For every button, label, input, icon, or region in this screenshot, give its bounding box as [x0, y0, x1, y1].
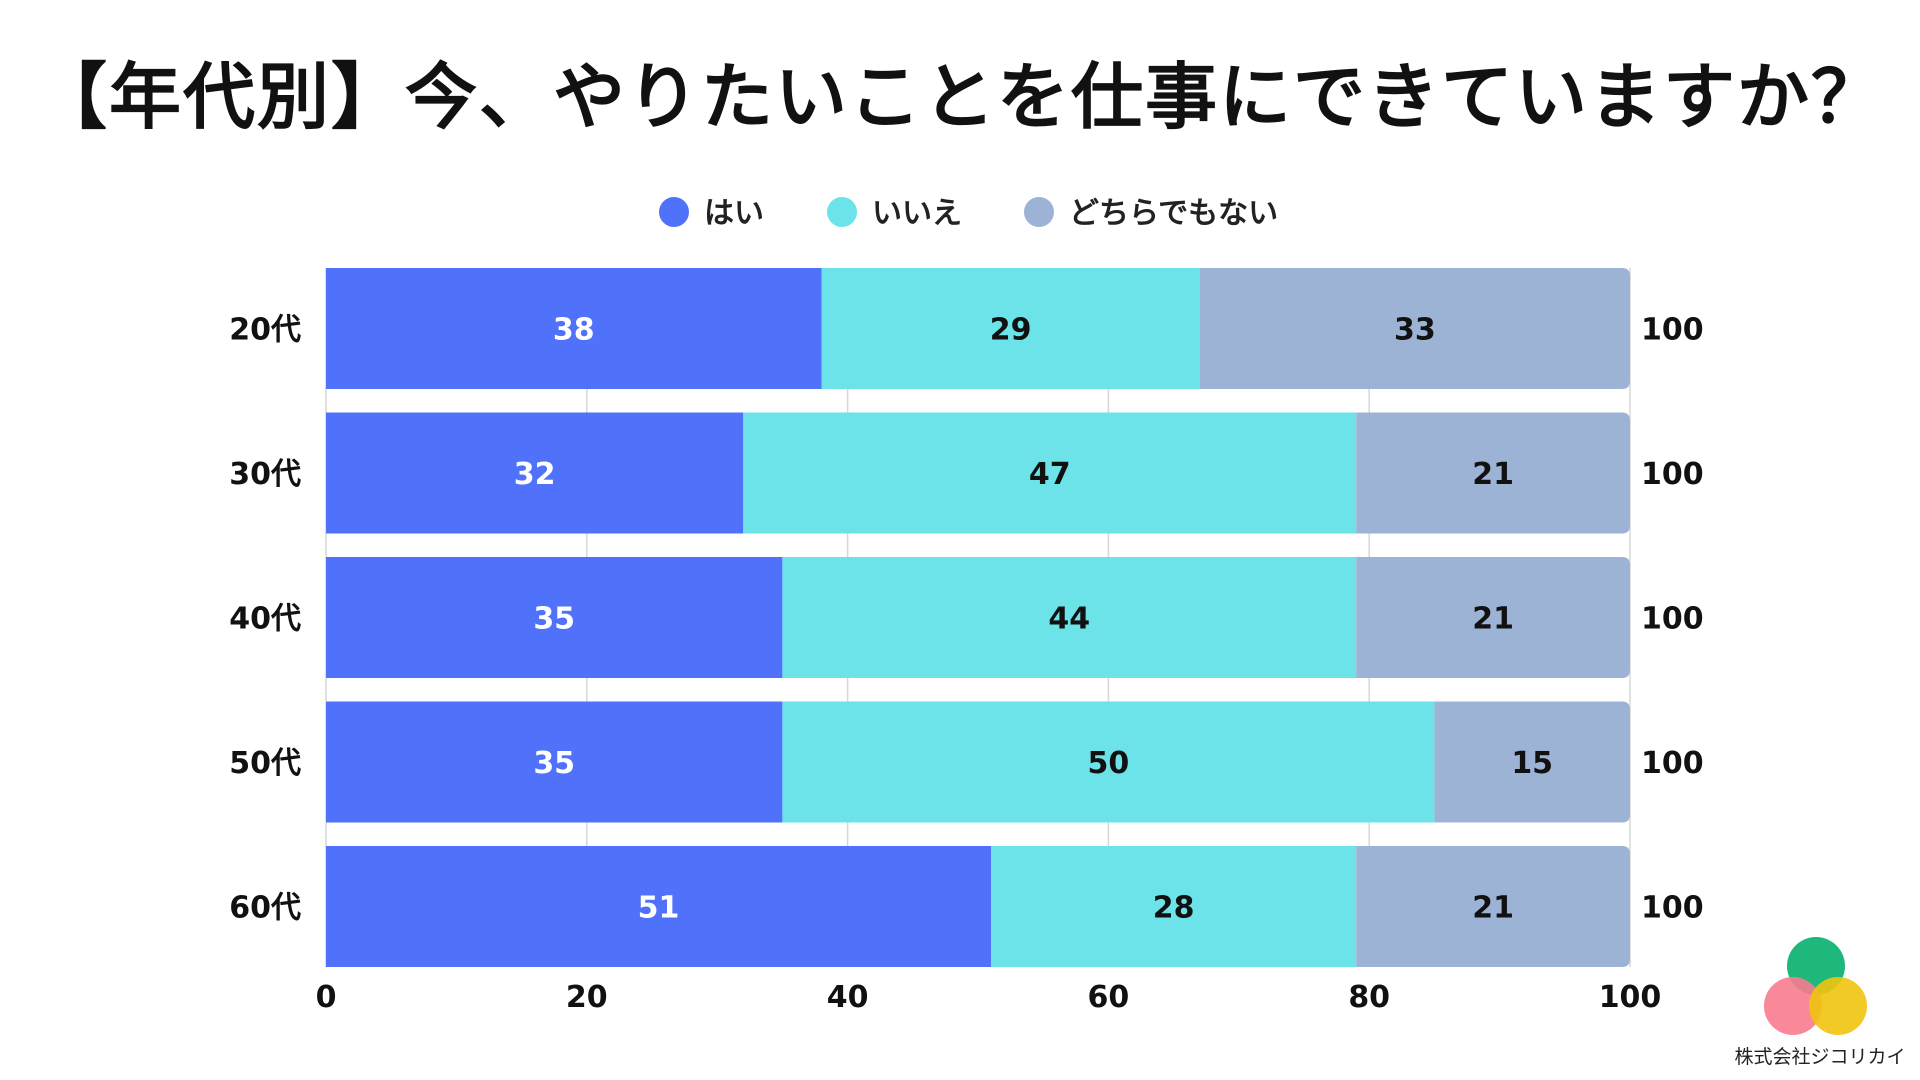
- legend-label: はい: [704, 196, 764, 231]
- bar-row: 38 29 33: [326, 268, 1630, 389]
- bars: 38 29 33 32 47 21 35 44 21 35 50 15 51 28 21: [326, 268, 1630, 967]
- bar-row: 51 28 21: [326, 846, 1630, 967]
- bar-value-label: 38: [553, 313, 595, 348]
- total-label: 100: [1641, 891, 1704, 926]
- legend-label: いいえ: [872, 196, 962, 231]
- x-axis: 0 20 40 60 80 100: [316, 980, 1662, 1015]
- bar-segment: [1434, 701, 1630, 823]
- category-labels: 20代 100 30代 100 40代 100 50代 100 60代 100: [229, 313, 1703, 926]
- total-label: 100: [1641, 746, 1704, 781]
- bar-segment: [326, 557, 783, 678]
- chart-title: 【年代別】今、やりたいことを仕事にできていますか？: [34, 55, 1885, 139]
- category-label: 20代: [229, 313, 301, 348]
- bar-value-label: 33: [1394, 313, 1436, 348]
- bar-value-label: 29: [990, 313, 1032, 348]
- legend-swatch: [1024, 197, 1054, 227]
- legend-swatch: [827, 197, 857, 227]
- x-tick-label: 0: [316, 980, 337, 1015]
- x-tick-label: 100: [1599, 980, 1662, 1015]
- legend: はい いいえ どちらでもない: [659, 196, 1278, 231]
- x-tick-label: 80: [1348, 980, 1390, 1015]
- logo-circle-left: [1764, 977, 1822, 1035]
- bar-value-label: 35: [533, 746, 575, 781]
- legend-item: はい: [659, 196, 764, 231]
- bar-segment: [1199, 268, 1630, 389]
- bar-value-label: 15: [1511, 746, 1553, 781]
- category-label: 40代: [229, 602, 301, 637]
- bar-row: 32 47 21: [326, 412, 1630, 534]
- bar-value-label: 21: [1472, 602, 1514, 637]
- bar-segment: [326, 268, 822, 389]
- bar-value-label: 21: [1472, 891, 1514, 926]
- bar-value-label: 35: [533, 602, 575, 637]
- legend-item: どちらでもない: [1024, 196, 1278, 231]
- total-label: 100: [1641, 313, 1704, 348]
- category-label: 50代: [229, 746, 301, 781]
- company-logo-icon: [1764, 937, 1867, 1035]
- bar-segment: [1356, 412, 1630, 534]
- bar-segment: [782, 557, 1357, 678]
- bar-value-label: 51: [638, 891, 680, 926]
- bar-segment: [743, 412, 1357, 534]
- company-name: 株式会社ジコリカイ: [1734, 1046, 1906, 1068]
- bar-segment: [326, 412, 744, 534]
- bar-segment: [821, 268, 1200, 389]
- bar-value-label: 32: [514, 457, 556, 492]
- x-tick-label: 20: [566, 980, 608, 1015]
- bar-value-label: 47: [1029, 457, 1071, 492]
- bar-value-label: 50: [1088, 746, 1130, 781]
- bar-value-label: 28: [1153, 891, 1195, 926]
- bar-value-label: 21: [1472, 457, 1514, 492]
- bar-segment: [782, 701, 1435, 823]
- category-label: 30代: [229, 457, 301, 492]
- bar-segment: [1356, 846, 1630, 967]
- bar-row: 35 44 21: [326, 557, 1630, 678]
- bar-segment: [1356, 557, 1630, 678]
- bar-segment: [326, 846, 992, 967]
- bar-segment: [326, 701, 783, 823]
- bar-segment: [991, 846, 1357, 967]
- x-tick-label: 40: [827, 980, 869, 1015]
- total-label: 100: [1641, 602, 1704, 637]
- logo-circle-right: [1809, 977, 1867, 1035]
- bar-value-label: 44: [1048, 602, 1090, 637]
- total-label: 100: [1641, 457, 1704, 492]
- x-tick-label: 60: [1088, 980, 1130, 1015]
- legend-label: どちらでもない: [1069, 196, 1278, 231]
- legend-item: いいえ: [827, 196, 962, 231]
- bar-row: 35 50 15: [326, 701, 1630, 823]
- category-label: 60代: [229, 891, 301, 926]
- legend-swatch: [659, 197, 689, 227]
